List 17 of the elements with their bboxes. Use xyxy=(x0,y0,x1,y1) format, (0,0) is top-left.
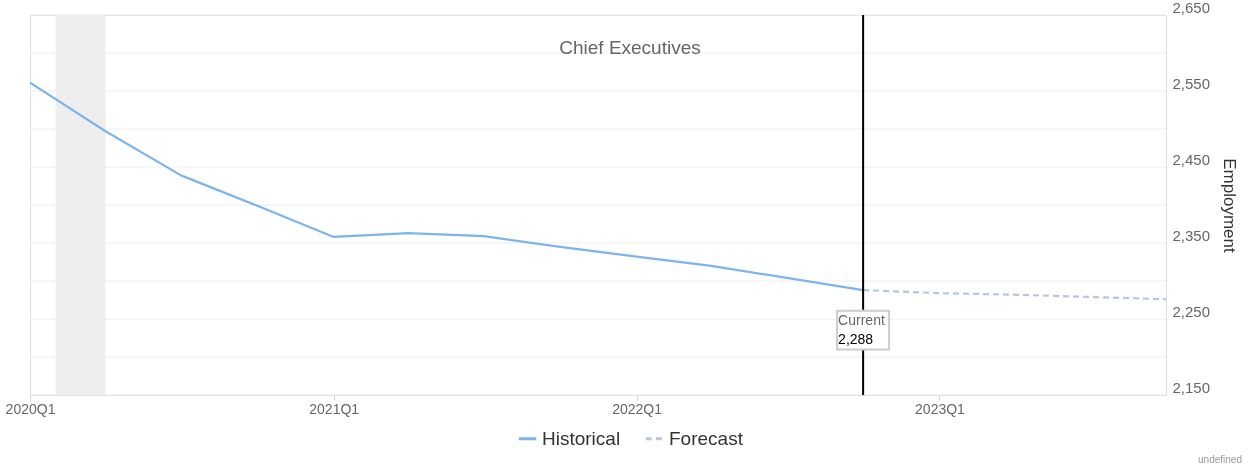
x-tick-label: 2023Q1 xyxy=(915,400,966,417)
y-tick-label: 2,650 xyxy=(1172,0,1211,16)
x-tick-label: 2022Q1 xyxy=(612,400,663,417)
x-tick-label: 2020Q1 xyxy=(5,400,56,417)
y-tick-label: 2,250 xyxy=(1172,302,1211,320)
legend-label: Historical xyxy=(542,427,621,449)
annotation: Current xyxy=(838,312,885,329)
text: undefined xyxy=(1198,454,1242,464)
x-tick-label: 2021Q1 xyxy=(309,400,360,417)
y-tick-label: 2,550 xyxy=(1172,74,1211,92)
text: Chief Executives xyxy=(559,37,701,58)
legend-label: Forecast xyxy=(669,427,744,449)
y-axis-title: Employment xyxy=(1220,158,1240,254)
y-tick-label: 2,450 xyxy=(1172,150,1211,168)
y-tick-label: 2,150 xyxy=(1172,378,1211,396)
data-label: 2,288 xyxy=(838,331,874,348)
y-tick-label: 2,350 xyxy=(1172,226,1211,244)
